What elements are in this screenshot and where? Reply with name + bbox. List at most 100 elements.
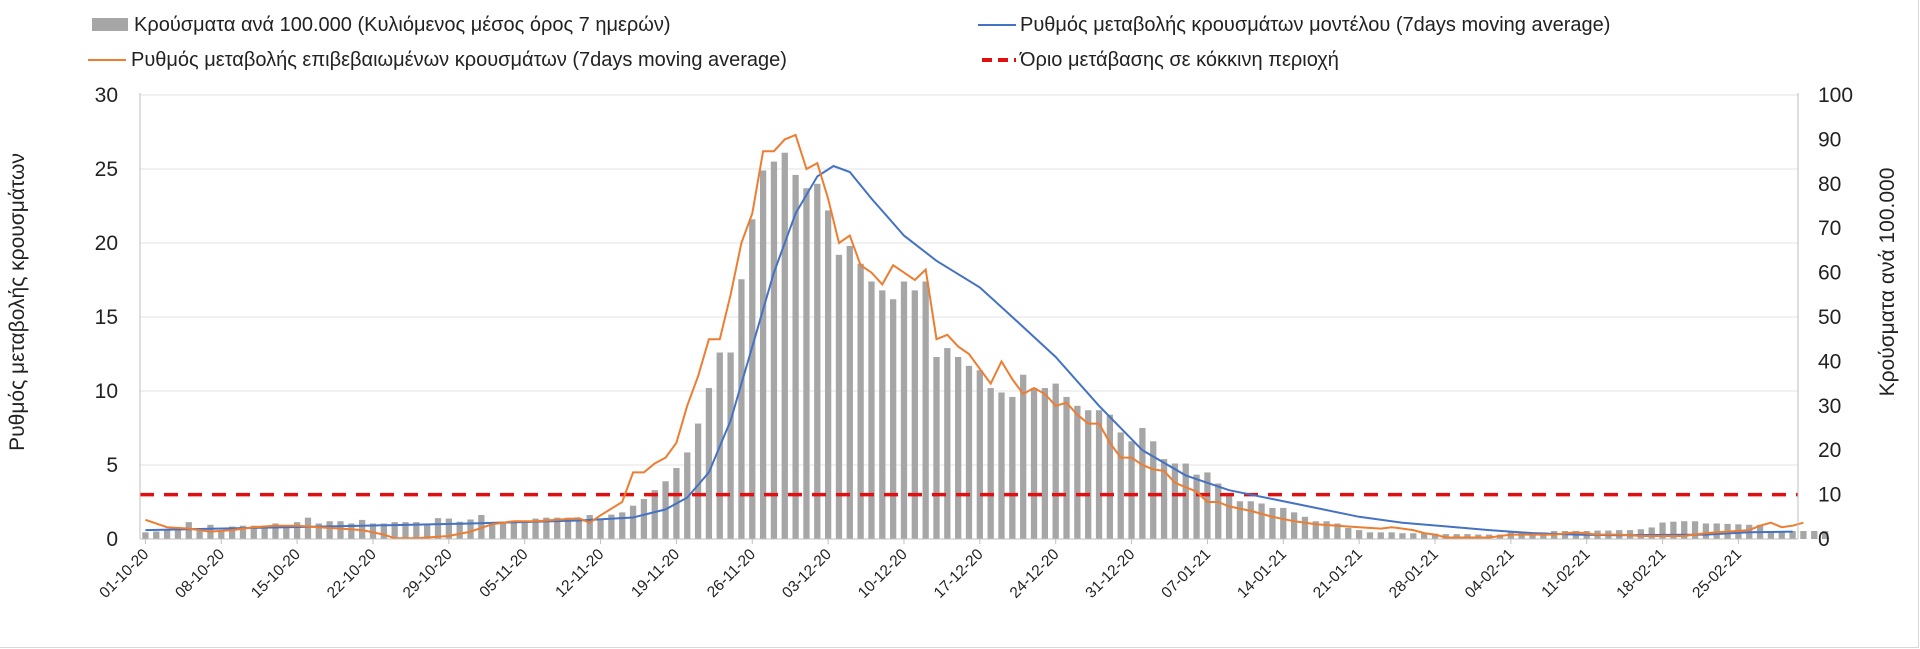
bar [1431, 533, 1439, 539]
left-y-tick-label: 0 [106, 528, 118, 551]
legend-threshold-label: Όριο μετάβασης σε κόκκινη περιοχή [1019, 49, 1339, 71]
bar [1193, 474, 1200, 539]
bar [315, 523, 322, 539]
bar [467, 519, 474, 539]
bar [250, 525, 257, 539]
bar [1355, 530, 1363, 539]
bar [597, 519, 604, 539]
bar [1507, 532, 1514, 539]
bar [900, 281, 908, 539]
bar [304, 517, 312, 539]
bar [1150, 441, 1157, 539]
bar [1247, 501, 1254, 539]
bar [684, 452, 691, 539]
legend-bars-label: Κρούσματα ανά 100.000 (Κυλιόμενος μέσος … [134, 14, 671, 36]
bar [759, 170, 767, 540]
x-tick-label: 14-01-21 [1234, 546, 1290, 602]
bar [770, 161, 778, 539]
bar [868, 281, 875, 539]
bar [976, 370, 983, 539]
bar [380, 523, 387, 539]
x-tick-label: 29-10-20 [400, 546, 456, 602]
bar [749, 219, 756, 539]
bar [1182, 463, 1189, 539]
bar [857, 263, 864, 539]
x-tick-label: 26-11-20 [704, 546, 759, 601]
bar [792, 174, 799, 540]
x-tick-label: 31-12-20 [1082, 546, 1138, 602]
bar [629, 505, 637, 539]
bar [1659, 522, 1666, 539]
bar [651, 490, 658, 539]
bar [521, 521, 528, 539]
bar [694, 423, 702, 539]
left-y-tick-label: 25 [95, 158, 118, 181]
left-y-ticks: 0 5 10 15 20 25 30 [95, 84, 118, 551]
bar [1160, 459, 1168, 539]
bar [1225, 494, 1233, 539]
bar [1778, 531, 1785, 539]
left-y-tick-label: 30 [95, 84, 118, 107]
bar [1789, 531, 1796, 539]
x-tick-label: 18-02-21 [1613, 546, 1669, 602]
bar [1074, 405, 1081, 539]
bar [1020, 374, 1027, 539]
bar [1767, 531, 1775, 539]
bar [543, 517, 550, 539]
bar [890, 299, 897, 539]
bar [1518, 532, 1525, 539]
bar [1670, 521, 1677, 539]
right-y-tick-label: 20 [1818, 439, 1841, 462]
bar [1800, 531, 1807, 539]
x-tick-label: 28-01-21 [1386, 546, 1442, 602]
right-y-tick-label: 80 [1818, 173, 1841, 196]
right-y-tick-label: 0 [1818, 528, 1830, 551]
bar [1009, 396, 1016, 539]
bar [499, 523, 507, 539]
bar [608, 514, 615, 539]
bar [1811, 531, 1818, 539]
bar [1702, 523, 1710, 539]
x-tick-labels: 01-10-20 08-10-20 15-10-20 22-10-20 29-10-20… [96, 539, 1745, 602]
x-tick-label: 10-12-20 [855, 546, 911, 602]
bar [586, 515, 593, 539]
confirmed-rate-line [145, 133, 1804, 540]
legend: Κρούσματα ανά 100.000 (Κυλιόμενος μέσος … [88, 14, 1610, 71]
bar [1377, 532, 1384, 539]
bar [532, 518, 539, 539]
bar [434, 518, 442, 539]
bar [283, 527, 290, 539]
bar [1713, 523, 1720, 539]
bar [987, 388, 994, 539]
bar [1128, 441, 1135, 539]
right-y-tick-label: 90 [1818, 128, 1841, 151]
right-y-tick-label: 60 [1818, 262, 1841, 285]
bar [1637, 529, 1645, 539]
bar [1095, 410, 1103, 539]
bar [564, 517, 572, 539]
bar [1204, 472, 1211, 539]
x-tick-label: 17-12-20 [931, 546, 987, 602]
bar [1312, 521, 1319, 539]
x-tick-label: 12-11-20 [552, 546, 607, 601]
bar [402, 522, 409, 539]
bar [293, 522, 301, 539]
right-y-tick-label: 40 [1818, 350, 1841, 373]
left-y-tick-label: 5 [106, 454, 118, 477]
x-tick-label: 07-01-21 [1158, 546, 1214, 602]
bar [1280, 507, 1287, 539]
bar [1681, 521, 1688, 539]
bar [228, 526, 236, 539]
axes [139, 93, 1799, 540]
right-y-tick-label: 50 [1818, 306, 1841, 329]
bar [510, 522, 518, 539]
bar [456, 521, 463, 539]
bar [1334, 523, 1341, 539]
bar [218, 530, 225, 539]
bar [1171, 463, 1179, 539]
model-rate-line [145, 164, 1793, 537]
bar [1117, 432, 1124, 539]
bar [933, 356, 940, 539]
bar-series [142, 152, 1829, 540]
